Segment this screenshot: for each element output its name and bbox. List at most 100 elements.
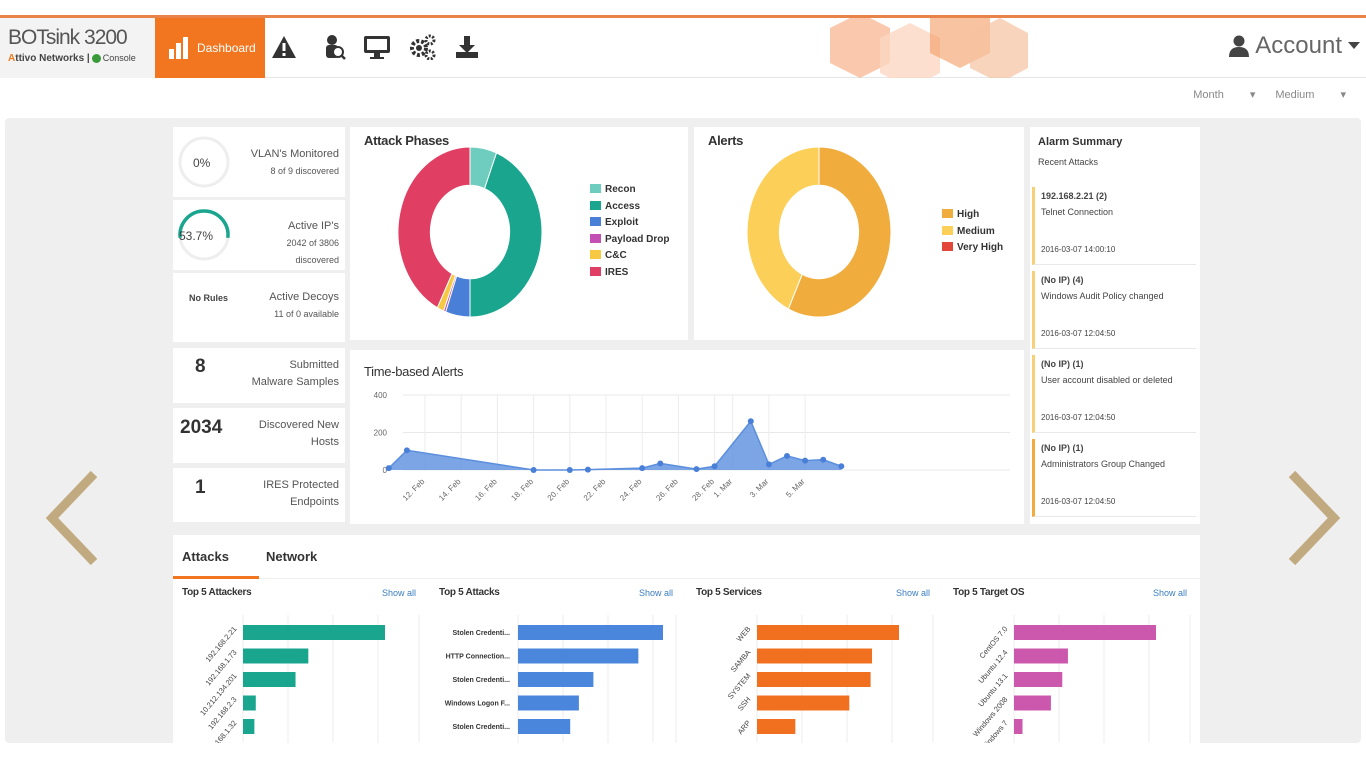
bar[interactable] [1014, 648, 1068, 664]
header: BOTsink 3200 Attivo Networks | Console Da… [0, 18, 1366, 78]
legend-item[interactable]: Medium [942, 224, 1003, 241]
legend-item[interactable]: IRES [590, 265, 669, 282]
data-point[interactable] [530, 467, 537, 473]
bar[interactable] [757, 695, 850, 711]
data-point[interactable] [784, 452, 790, 459]
data-point[interactable] [385, 465, 392, 472]
alarm-item[interactable]: (No IP) (4) Windows Audit Policy changed 2… [1032, 271, 1196, 349]
vlan-percent: 0% [193, 156, 211, 170]
settings-icon[interactable] [408, 32, 438, 62]
donut-slice-medium[interactable] [746, 146, 820, 310]
level-select[interactable]: Medium ▾ [1275, 88, 1346, 101]
alarm-source: (No IP) (4) [1041, 275, 1084, 285]
legend-label: Recon [605, 184, 636, 195]
donut-slice-access[interactable] [469, 152, 543, 318]
x-tick-label: 5. Mar [784, 477, 807, 500]
bar[interactable] [243, 719, 255, 734]
bar[interactable] [243, 672, 296, 687]
bar[interactable] [1014, 625, 1156, 640]
stat-label: IRES Protected [263, 479, 339, 491]
show-all-link[interactable]: Show all [1152, 588, 1187, 598]
period-select[interactable]: Month ▾ [1193, 88, 1255, 101]
dashboard-label: Dashboard [197, 41, 256, 55]
donut-slice-high[interactable] [787, 146, 892, 318]
dashboard-button[interactable]: Dashboard [155, 18, 265, 78]
stat-active-ips: 53.7% Active IP's 2042 of 3806 discovered [173, 200, 345, 270]
decoy-icon[interactable] [319, 32, 349, 62]
stat-label: Active Decoys [269, 291, 339, 303]
top5-chart: Top 5 Target OS Show all CentOS 7.0 Ubuntu … [944, 583, 1201, 743]
previous-arrow-icon[interactable] [42, 470, 102, 566]
bar[interactable] [757, 648, 873, 664]
alarm-time: 2016-03-07 12:04:50 [1041, 329, 1116, 338]
legend-swatch [590, 217, 601, 226]
show-all-link[interactable]: Show all [381, 588, 416, 598]
bar-label: Stolen Credenti... [452, 630, 510, 637]
legend-item[interactable]: Recon [590, 182, 669, 199]
data-point[interactable] [693, 466, 700, 473]
stat-label: Submitted [289, 359, 339, 371]
data-point[interactable] [802, 457, 809, 464]
bar[interactable] [1014, 719, 1023, 734]
alerts-legend: High Medium Very High [942, 207, 1003, 257]
stat-ires-endpoints: 1 IRES Protected Endpoints [173, 468, 345, 522]
legend-item[interactable]: Very High [942, 240, 1003, 257]
data-point[interactable] [711, 463, 718, 470]
legend-swatch [590, 200, 601, 210]
bar-label: Windows Logon F... [445, 701, 510, 708]
show-all-link[interactable]: Show all [895, 588, 930, 598]
alert-triangle-icon[interactable] [269, 32, 299, 62]
data-point[interactable] [765, 461, 772, 468]
data-point[interactable] [566, 467, 573, 473]
legend-item[interactable]: Payload Drop [590, 232, 669, 249]
bar[interactable] [757, 719, 796, 734]
data-point[interactable] [584, 466, 591, 473]
x-tick-label: 22. Feb [582, 477, 608, 503]
bar[interactable] [243, 648, 309, 664]
show-all-link[interactable]: Show all [638, 588, 673, 598]
top5-chart: Top 5 Attacks Show all Stolen Credenti... H… [430, 583, 687, 743]
download-icon[interactable] [452, 32, 482, 62]
data-point[interactable] [747, 418, 754, 425]
stat-value: 8 [195, 356, 206, 377]
bar[interactable] [518, 672, 594, 687]
bar[interactable] [1014, 672, 1063, 687]
data-point[interactable] [403, 447, 410, 454]
bar[interactable] [757, 625, 899, 640]
legend-label: Payload Drop [605, 233, 670, 245]
bar[interactable] [518, 719, 571, 734]
alarm-item[interactable]: 192.168.2.21 (2) Telnet Connection 2016-03… [1032, 187, 1196, 265]
bar[interactable] [518, 695, 579, 711]
alarm-item[interactable]: (No IP) (1) User account disabled or dele… [1032, 355, 1196, 433]
legend-item[interactable]: Access [590, 199, 669, 216]
alarm-item[interactable]: (No IP) (1) Administrators Group Changed 2… [1032, 439, 1196, 517]
tab-attacks[interactable]: Attacks [182, 549, 229, 564]
data-point[interactable] [820, 456, 827, 463]
bar[interactable] [518, 648, 639, 664]
legend-item[interactable]: Exploit [590, 215, 669, 232]
attack-phases-legend: Recon Access Exploit Payload Drop C&C IRES [590, 182, 669, 281]
legend-item[interactable]: C&C [590, 248, 669, 265]
alerts-donut [746, 146, 892, 318]
panel-title: Alerts [708, 133, 744, 148]
legend-item[interactable]: High [942, 207, 1003, 224]
bar[interactable] [518, 625, 663, 640]
donut-slice-ires[interactable] [397, 146, 471, 309]
bar[interactable] [243, 625, 385, 640]
monitor-icon[interactable] [362, 32, 392, 62]
data-point[interactable] [838, 463, 845, 470]
x-tick-label: 28. Feb [690, 477, 716, 503]
bar[interactable] [1014, 695, 1051, 711]
account-menu[interactable]: Account [1229, 32, 1360, 60]
bar[interactable] [757, 672, 871, 687]
next-arrow-icon[interactable] [1284, 470, 1344, 566]
data-point[interactable] [657, 460, 664, 467]
dashboard-main: 0% VLAN's Monitored 8 of 9 discovered 53.… [5, 118, 1361, 743]
alarm-summary-subtitle: Recent Attacks [1038, 157, 1099, 167]
user-icon [1229, 35, 1250, 57]
tab-network[interactable]: Network [266, 549, 318, 564]
legend-swatch [590, 266, 601, 276]
bar[interactable] [243, 695, 256, 711]
decoy-rules: No Rules [189, 293, 229, 303]
data-point[interactable] [639, 465, 646, 472]
